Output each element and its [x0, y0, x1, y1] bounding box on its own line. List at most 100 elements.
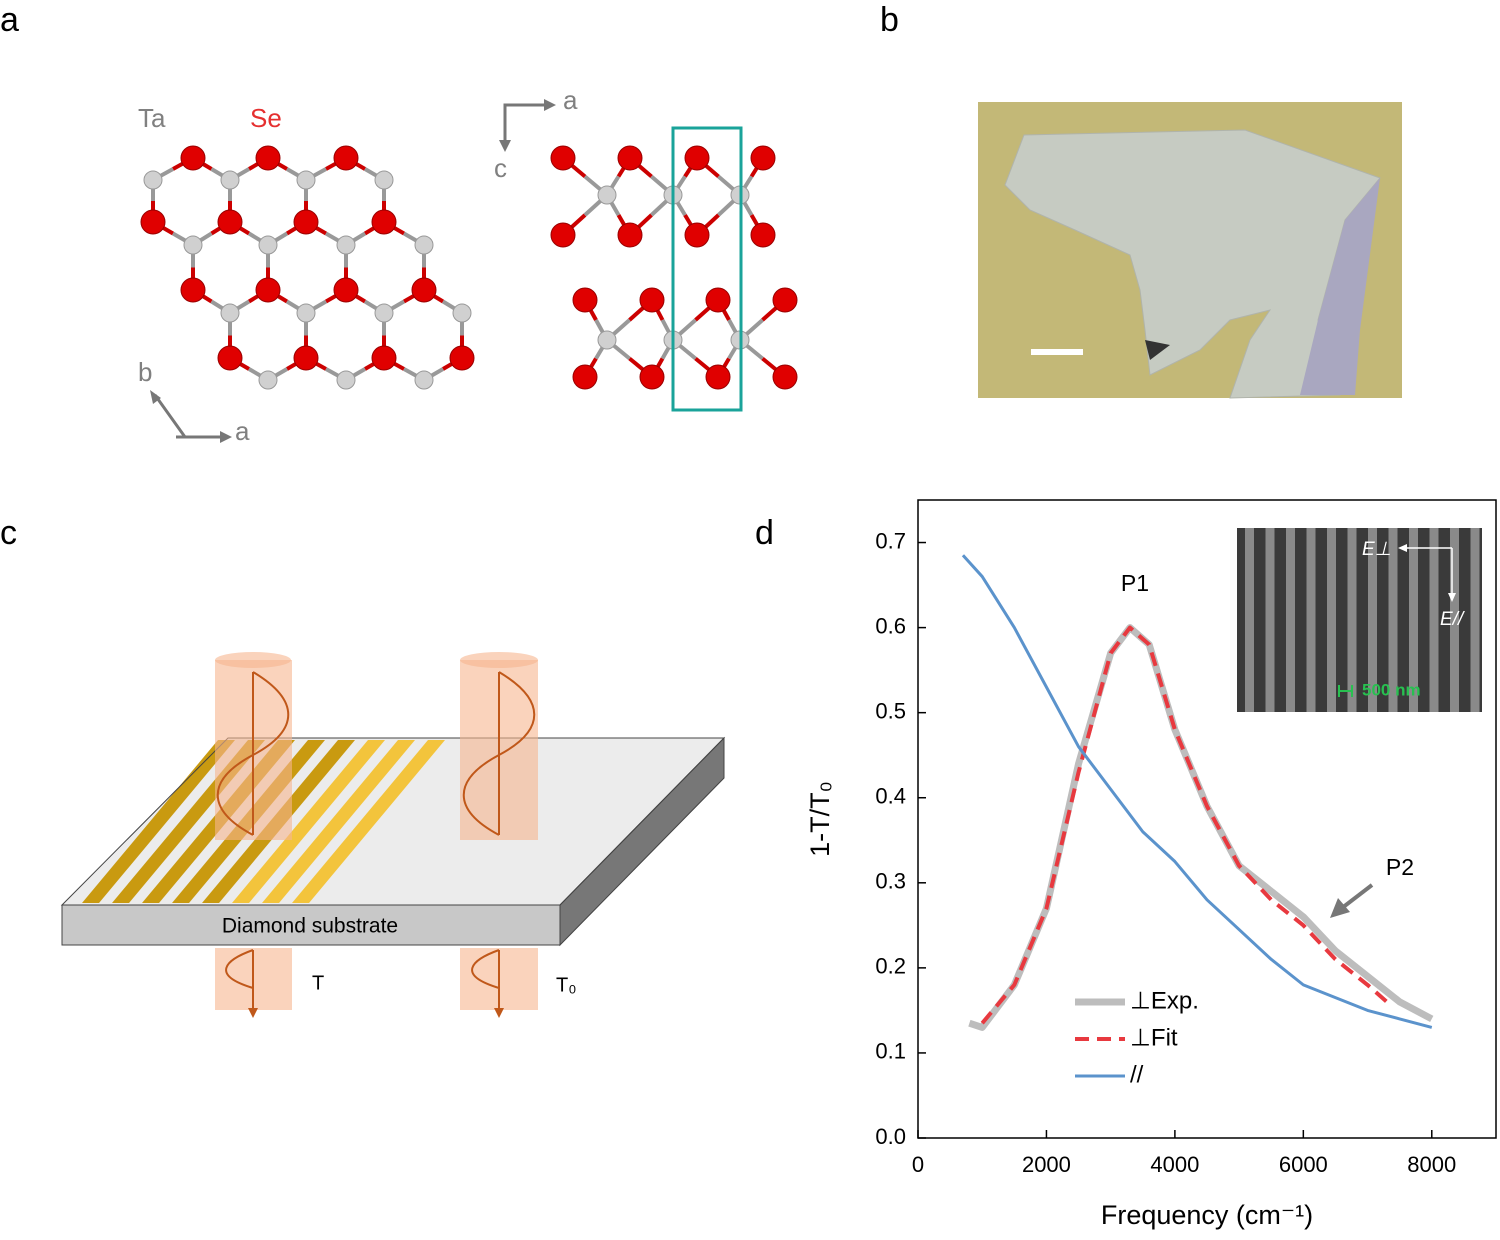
panel-label: c — [0, 514, 17, 552]
beam-top — [460, 652, 538, 668]
axis-label: a — [563, 85, 578, 115]
legend-label: ⊥Exp. — [1130, 987, 1199, 1014]
inset-stripe — [1347, 528, 1357, 712]
inset-label: 500 nm — [1362, 680, 1421, 699]
wave — [462, 671, 536, 836]
arrow-head — [1398, 544, 1456, 602]
beam-top — [215, 652, 291, 668]
se-atom — [217, 209, 243, 235]
ta-atom — [220, 170, 240, 190]
inset-stripe — [1245, 528, 1254, 712]
inset-label: E⊥ — [1362, 539, 1391, 560]
flake-dark — [1145, 340, 1170, 360]
ta-atom — [183, 235, 203, 255]
grating-line — [262, 740, 415, 903]
flake-edge — [1300, 178, 1380, 395]
se-atom — [255, 145, 281, 171]
inset-stripe — [1450, 528, 1459, 712]
y-tick-label: 0.2 — [875, 954, 906, 979]
se-atom — [449, 345, 475, 371]
ta-atom — [143, 170, 163, 190]
ta-atom — [220, 303, 240, 323]
ta-atom — [452, 303, 472, 323]
ta-atom — [296, 170, 316, 190]
unit-cell — [671, 126, 743, 412]
se-atom — [572, 287, 598, 313]
series-line — [961, 554, 1433, 1029]
ta-atom — [597, 185, 617, 205]
substrate-label: Diamond substrate — [222, 915, 398, 938]
se-atom — [750, 145, 776, 171]
arrow-head — [1330, 898, 1350, 918]
se-atom — [293, 209, 319, 235]
axes-arrows — [153, 103, 548, 439]
wave — [225, 949, 254, 1012]
chart: E⊥ E// 500 nm P1 P2 Frequency (cm⁻¹) 1-T… — [805, 499, 1497, 1230]
wave — [471, 949, 500, 1012]
beam-label: T₀ — [556, 974, 577, 996]
inset-stripe — [1265, 528, 1275, 712]
y-axis-label: 1-T/T₀ — [805, 781, 835, 857]
inset-label: E// — [1440, 609, 1465, 630]
se-atom — [180, 277, 206, 303]
inset-stripe — [1409, 528, 1418, 712]
se-atom — [617, 145, 643, 171]
inset-grating — [1245, 528, 1480, 712]
se-atom — [293, 345, 319, 371]
ta-atom — [597, 330, 617, 350]
se-atom — [750, 222, 776, 248]
ta-atom — [336, 370, 356, 390]
axis-label: a — [235, 416, 250, 446]
x-axis-label: Frequency (cm⁻¹) — [1101, 1200, 1313, 1230]
se-atom — [705, 364, 731, 390]
annotation: P2 — [1386, 854, 1414, 880]
substrate-outline — [60, 737, 726, 906]
annotation: P1 — [1121, 570, 1149, 596]
waves — [216, 671, 536, 1012]
y-tick-label: 0.7 — [875, 528, 906, 553]
x-tick-label: 4000 — [1150, 1152, 1199, 1177]
ta-atom — [374, 170, 394, 190]
atom-label: Se — [250, 103, 282, 133]
ta-atom — [374, 303, 394, 323]
se-atom — [617, 222, 643, 248]
inset-stripe — [1327, 528, 1336, 712]
y-tick-label: 0.1 — [875, 1039, 906, 1064]
inset-stripe — [1470, 528, 1480, 712]
inset-scale-bar — [1338, 685, 1353, 697]
legend-label: // — [1130, 1061, 1144, 1088]
se-atom — [217, 345, 243, 371]
axis-label: b — [138, 357, 152, 387]
panel-label: a — [0, 1, 19, 39]
axis-label: c — [494, 153, 507, 183]
se-atom — [411, 277, 437, 303]
se-atom — [333, 277, 359, 303]
grating-line — [82, 740, 235, 903]
ta-atom — [414, 370, 434, 390]
se-atom — [705, 287, 731, 313]
y-tick-label: 0.6 — [875, 613, 906, 638]
ta-atom — [258, 370, 278, 390]
ta-atom — [414, 235, 434, 255]
se-atom — [550, 222, 576, 248]
beam-label: T — [312, 972, 324, 994]
se-atom — [371, 345, 397, 371]
se-atom — [639, 364, 665, 390]
series-line — [968, 624, 1434, 1031]
se-atom — [639, 287, 665, 313]
x-tick-label: 2000 — [1022, 1152, 1071, 1177]
inset-stripe — [1368, 528, 1377, 712]
series-line — [980, 625, 1389, 1025]
y-tick-label: 0.4 — [875, 784, 906, 809]
grating-line — [232, 740, 385, 903]
inset-stripe — [1388, 528, 1398, 712]
inset-stripe — [1286, 528, 1295, 712]
axis-line — [503, 103, 548, 145]
crystal-structure — [140, 145, 798, 390]
se-atom — [684, 222, 710, 248]
panel-label: b — [880, 1, 899, 39]
se-atom — [255, 277, 281, 303]
se-atom — [371, 209, 397, 235]
ta-atom — [336, 235, 356, 255]
